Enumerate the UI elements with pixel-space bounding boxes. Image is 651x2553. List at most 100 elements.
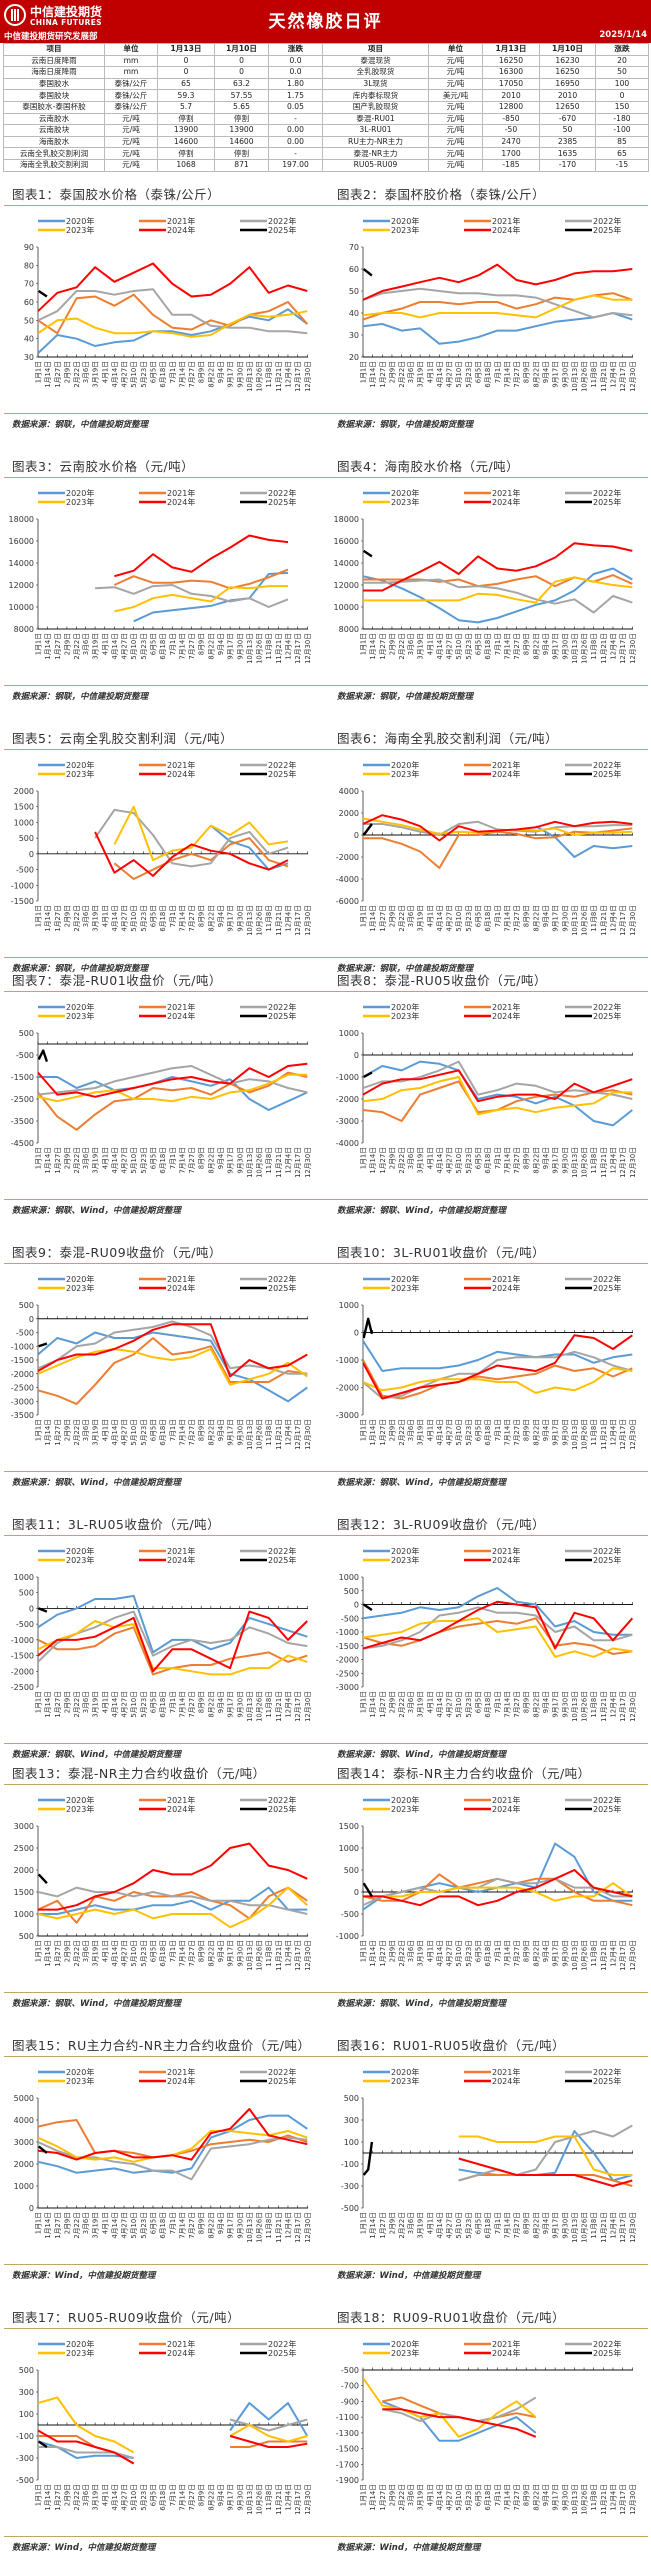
x-tick-label: 3月19日 — [92, 2212, 100, 2239]
table-cell: 16300 — [482, 66, 540, 79]
y-tick-label: 500 — [19, 1589, 34, 1598]
legend-label: 2024年 — [492, 1011, 520, 1021]
x-tick-label: 8月22日 — [532, 1691, 540, 1718]
item-name-cell: 云南胶块 — [3, 124, 105, 137]
legend-label: 2020年 — [66, 488, 94, 498]
x-tick-label: 12月17日 — [619, 2212, 627, 2243]
x-tick-label: 12月17日 — [619, 905, 627, 936]
legend-label: 2024年 — [492, 2076, 520, 2086]
legend-item: 2023年 — [363, 1283, 419, 1293]
legend-label: 2024年 — [167, 769, 195, 779]
legend-item: 2021年 — [139, 1546, 195, 1556]
series-line-2022年 — [363, 1606, 633, 1650]
chart-source: 数据来源：钢联、Wind，中信建投期货整理 — [12, 1999, 181, 2009]
y-tick-label: -500 — [16, 1329, 34, 1338]
y-tick-label: -3000 — [336, 1683, 359, 1692]
legend-item: 2022年 — [240, 488, 296, 498]
y-tick-label: 1000 — [339, 1029, 359, 1038]
y-tick-label: 0 — [29, 1315, 34, 1324]
chart-title: 图表18：RU09-RU01收盘价（元/吨） — [337, 2310, 566, 2325]
legend-item: 2021年 — [464, 760, 520, 770]
legend-item: 2025年 — [240, 1804, 296, 1814]
x-tick-label: 5月23日 — [140, 2484, 148, 2511]
series-line-2024年 — [363, 1600, 634, 1650]
series-line-2024年 — [363, 1334, 633, 1400]
x-tick-label: 6月18日 — [484, 2212, 492, 2239]
x-tick-label: 3月19日 — [417, 1940, 425, 1967]
y-tick-label: -2000 — [336, 1095, 359, 1104]
x-tick-label: 2月22日 — [73, 1940, 81, 1967]
legend-item: 2023年 — [363, 2348, 419, 2358]
x-tick-label: 7月1日 — [169, 2212, 177, 2234]
series-line-2023年 — [363, 1367, 633, 1394]
y-tick-label: 1000 — [14, 2182, 34, 2191]
x-tick-label: 9月4日 — [542, 361, 550, 383]
legend-label: 2025年 — [268, 2076, 296, 2086]
x-tick-label: 9月4日 — [217, 2484, 225, 2506]
legend-label: 2020年 — [66, 760, 94, 770]
x-tick-label: 11月8日 — [590, 1940, 598, 1967]
x-tick-label: 6月5日 — [149, 2484, 157, 2506]
x-tick-label: 3月6日 — [82, 905, 90, 927]
y-tick-label: 1500 — [339, 1822, 359, 1831]
table-cell: 16250 — [482, 54, 540, 68]
legend-item: 2025年 — [565, 497, 621, 507]
series-line-2021年 — [363, 292, 633, 321]
x-tick-label: 3月19日 — [417, 2484, 425, 2511]
x-tick-label: 7月1日 — [169, 1940, 177, 1962]
legend-item: 2020年 — [38, 488, 94, 498]
legend-item: 2020年 — [363, 760, 419, 770]
x-tick-label: 7月1日 — [169, 1147, 177, 1169]
legend-item: 2025年 — [240, 2076, 296, 2086]
series-line-2025年 — [38, 2440, 48, 2448]
y-tick-label: 5000 — [14, 2094, 34, 2103]
chart-source: 数据来源：钢联、Wind，中信建投期货整理 — [337, 1478, 506, 1488]
series-line-2024年 — [38, 2429, 308, 2465]
x-tick-label: 4月27日 — [446, 633, 454, 660]
legend-item: 2024年 — [464, 769, 520, 779]
legend-item: 2020年 — [363, 1002, 419, 1012]
series-line-2025年 — [38, 1049, 49, 1062]
table-row: 海南胶水 元/吨 14600 14600 0.00 RU主力-NR主力 元/吨 2470 238… — [3, 135, 649, 149]
x-tick-label: 6月18日 — [159, 633, 167, 660]
series-line-2020年 — [38, 1594, 308, 1654]
table-cell: 65 — [595, 147, 649, 160]
x-tick-label: 5月10日 — [455, 2484, 463, 2511]
y-tick-label: 500 — [19, 1932, 34, 1941]
legend-item: 2023年 — [38, 2076, 94, 2086]
y-tick-label: -2000 — [336, 1656, 359, 1665]
report-title: 天然橡胶日评 — [268, 12, 383, 32]
x-tick-label: 10月26日 — [581, 2212, 589, 2243]
chart-source: 数据来源：钢联、Wind，中信建投期货整理 — [12, 1206, 181, 1216]
chart-title: 图表10：3L-RU01收盘价（元/吨） — [337, 1245, 546, 1260]
x-tick-label: 7月27日 — [513, 633, 521, 660]
x-tick-label: 12月30日 — [304, 1419, 312, 1450]
x-tick-label: 8月22日 — [207, 1940, 215, 1967]
y-tick-label: 100 — [19, 2410, 34, 2419]
x-tick-label: 9月30日 — [236, 633, 244, 660]
y-tick-label: 70 — [349, 243, 359, 252]
x-tick-label: 9月4日 — [542, 905, 550, 927]
y-tick-label: -100 — [16, 2432, 34, 2441]
table-cell: 0.00 — [268, 135, 323, 149]
x-tick-label: 4月1日 — [101, 361, 109, 383]
x-tick-label: 6月18日 — [159, 2212, 167, 2239]
x-tick-label: 5月10日 — [455, 361, 463, 388]
chart-title: 图表1：泰国胶水价格（泰铢/公斤） — [12, 187, 221, 202]
x-tick-label: 11月21日 — [275, 2212, 283, 2243]
series-line-2020年 — [363, 1340, 633, 1372]
y-tick-label: -1000 — [11, 881, 34, 890]
x-tick-label: 8月9日 — [523, 1691, 531, 1713]
x-tick-label: 8月22日 — [207, 1691, 215, 1718]
x-tick-label: 11月8日 — [265, 1940, 273, 1967]
legend-label: 2025年 — [268, 225, 296, 235]
x-tick-label: 6月5日 — [149, 2212, 157, 2234]
y-tick-label: 14000 — [9, 559, 34, 568]
series-line-2023年 — [363, 576, 633, 604]
x-tick-label: 9月4日 — [542, 633, 550, 655]
legend-label: 2025年 — [593, 1011, 621, 1021]
x-tick-label: 7月14日 — [503, 1691, 511, 1718]
x-tick-label: 8月9日 — [523, 1419, 531, 1441]
series-line-2022年 — [363, 1877, 633, 1907]
x-tick-label: 6月5日 — [149, 361, 157, 383]
